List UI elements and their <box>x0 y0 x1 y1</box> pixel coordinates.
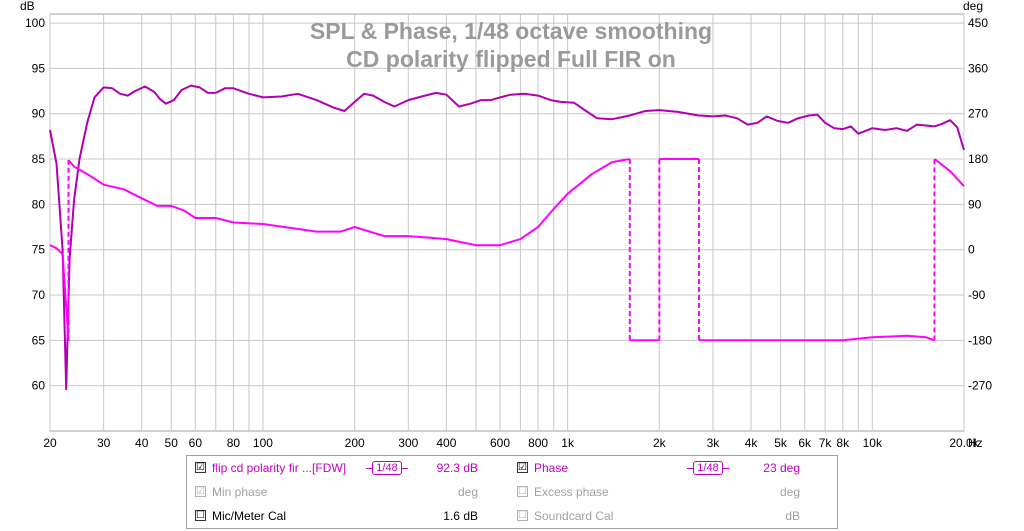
excess-phase-checkbox[interactable]: ☐ <box>517 486 528 497</box>
y-left-tick-label: 75 <box>32 243 46 257</box>
spl-series-label[interactable]: flip cd polarity fir ...[FDW] <box>212 461 347 475</box>
x-tick-label: 4k <box>745 436 759 450</box>
x-tick-label: 30 <box>97 436 111 450</box>
x-tick-label: 300 <box>398 436 418 450</box>
y-right-tick-label: 0 <box>968 243 975 257</box>
x-tick-label: 200 <box>345 436 365 450</box>
y-left-tick-label: 85 <box>32 152 46 166</box>
min-phase-checkbox[interactable]: ☑ <box>195 486 206 497</box>
series-group <box>49 84 965 391</box>
y-right-tick-label: 360 <box>968 61 988 75</box>
x-tick-label: 8k <box>836 436 850 450</box>
x-tick-label: 3k <box>707 436 721 450</box>
y-left-tick-label: 65 <box>32 333 46 347</box>
y-axis-right-label: deg <box>963 0 983 13</box>
x-tick-label: 5k <box>774 436 788 450</box>
y-left-tick-label: 90 <box>32 107 46 121</box>
x-tick-label: 80 <box>227 436 241 450</box>
spl-series-line <box>49 84 965 391</box>
legend-panel: ☑ flip cd polarity fir ...[FDW] 1/48 92.… <box>186 455 838 529</box>
plot-area <box>49 13 965 432</box>
x-axis-label: Hz <box>968 436 983 450</box>
x-tick-label: 60 <box>189 436 203 450</box>
x-axis-ticks: 20 30 40 50 60 80 100 200 300 400 600 800 1k 2k 3k 4k 5k… <box>43 436 979 450</box>
x-tick-label: 50 <box>165 436 179 450</box>
x-tick-label: 400 <box>436 436 456 450</box>
excess-phase-unit: deg <box>779 485 800 499</box>
x-tick-label: 7k <box>819 436 833 450</box>
phase-cursor-value: 23 deg <box>763 461 800 475</box>
y-axis-left-ticks: 60 65 70 75 80 85 90 95 100 <box>25 16 45 393</box>
spl-cursor-value: 92.3 dB <box>436 461 478 475</box>
y-right-tick-label: -180 <box>968 333 992 347</box>
grid-lines <box>49 14 965 431</box>
mic-cal-label: Mic/Meter Cal <box>212 509 287 523</box>
y-right-tick-label: 180 <box>968 152 988 166</box>
y-right-tick-label: -90 <box>968 288 986 302</box>
y-left-tick-label: 95 <box>32 61 46 75</box>
x-tick-label: 600 <box>490 436 510 450</box>
x-tick-label: 1k <box>561 436 575 450</box>
x-tick-label: 40 <box>135 436 149 450</box>
y-right-tick-label: 450 <box>968 16 988 30</box>
legend-row-min-phase: ☑ Min phase deg ☐ Excess phase deg <box>187 483 837 501</box>
excess-phase-label: Excess phase <box>534 485 609 499</box>
x-tick-label: 6k <box>798 436 812 450</box>
y-axis-left-label: dB <box>20 0 35 13</box>
legend-row-mic-cal: ☐ Mic/Meter Cal 1.6 dB ☐ Soundcard Cal d… <box>187 507 837 525</box>
mic-cal-checkbox[interactable]: ☐ <box>195 510 206 521</box>
phase-checkbox[interactable]: ☑ <box>517 462 528 473</box>
x-tick-label: 20 <box>43 436 57 450</box>
min-phase-unit: deg <box>457 485 478 499</box>
x-tick-label: 800 <box>528 436 548 450</box>
soundcard-cal-checkbox[interactable]: ☐ <box>517 510 528 521</box>
y-left-tick-label: 80 <box>32 197 46 211</box>
soundcard-cal-unit: dB <box>785 509 800 523</box>
x-tick-label: 100 <box>253 436 273 450</box>
chart-title-line-1: SPL & Phase, 1/48 octave smoothing <box>310 18 712 44</box>
y-left-tick-label: 100 <box>25 16 45 30</box>
x-tick-label: 20.0k <box>949 436 979 450</box>
x-tick-label: 2k <box>653 436 667 450</box>
y-left-tick-label: 70 <box>32 288 46 302</box>
spl-phase-chart: 20 30 40 50 60 80 100 200 300 400 600 800 1k 2k 3k 4k 5k… <box>20 0 992 450</box>
soundcard-cal-label: Soundcard Cal <box>534 509 614 523</box>
y-axis-right-ticks: -270 -180 -90 0 90 180 270 360 450 <box>968 16 992 393</box>
phase-smoothing-button[interactable]: 1/48 <box>687 461 729 475</box>
y-right-tick-label: 90 <box>968 197 982 211</box>
spl-smoothing-button[interactable]: 1/48 <box>366 461 408 475</box>
x-tick-label: 10k <box>863 436 883 450</box>
y-left-tick-label: 60 <box>32 379 46 393</box>
spl-checkbox[interactable]: ☑ <box>195 462 206 473</box>
min-phase-label: Min phase <box>212 485 268 499</box>
legend-row-spl: ☑ flip cd polarity fir ...[FDW] 1/48 92.… <box>187 459 837 477</box>
y-right-tick-label: 270 <box>968 107 988 121</box>
chart-title-line-2: CD polarity flipped Full FIR on <box>346 46 676 72</box>
phase-series-label[interactable]: Phase <box>534 461 569 475</box>
phase-series-line <box>49 158 965 342</box>
y-right-tick-label: -270 <box>968 379 992 393</box>
mic-cal-value: 1.6 dB <box>443 509 478 523</box>
